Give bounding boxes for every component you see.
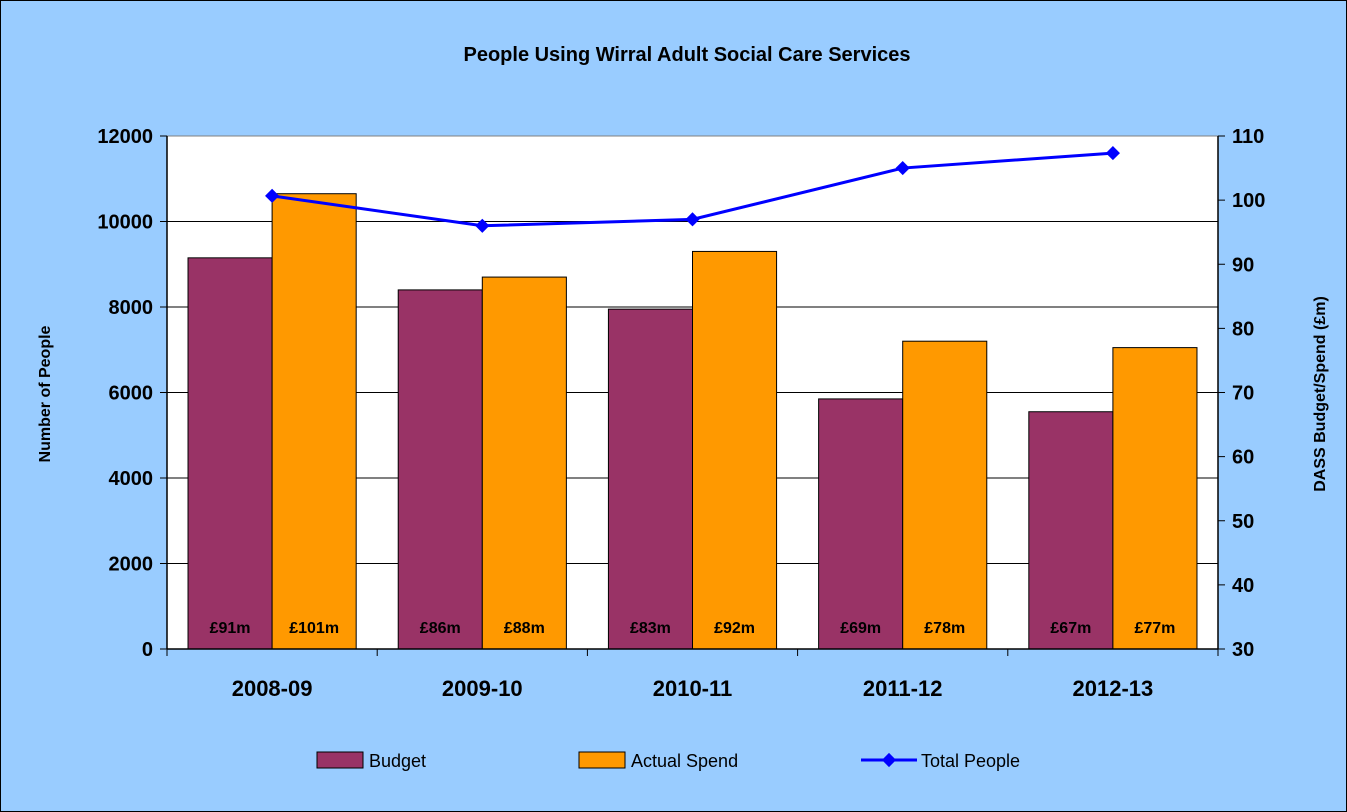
y-left-tick-label: 6000 bbox=[109, 383, 154, 405]
bar-budget bbox=[818, 398, 904, 650]
bar-data-label: £69m bbox=[840, 620, 881, 637]
bar-data-label: £86m bbox=[420, 620, 461, 637]
legend-marker bbox=[881, 752, 897, 768]
y-left-tick-label: 0 bbox=[142, 639, 153, 661]
y-right-tick-label: 80 bbox=[1232, 318, 1254, 340]
legend-label: Budget bbox=[369, 751, 426, 771]
y-right-tick-label: 110 bbox=[1232, 126, 1264, 148]
chart-title: People Using Wirral Adult Social Care Se… bbox=[463, 44, 910, 66]
legend-label: Total People bbox=[921, 751, 1020, 771]
x-tick-label: 2010-11 bbox=[653, 676, 733, 701]
legend-swatch bbox=[316, 751, 364, 769]
line-point bbox=[685, 212, 700, 227]
bar-actual-spend bbox=[1112, 347, 1198, 650]
y-left-tick-label: 12000 bbox=[97, 126, 153, 148]
bars: £91m £86m £83m £69m £67m £101m £88m £92m £78m £77… bbox=[187, 193, 1198, 650]
y-left-tick-label: 8000 bbox=[109, 297, 154, 319]
bar-data-label: £101m bbox=[289, 620, 339, 637]
x-tick-label: 2008-09 bbox=[232, 676, 313, 701]
x-tick-label: 2012-13 bbox=[1073, 676, 1154, 701]
bar-data-label: £83m bbox=[630, 620, 671, 637]
legend-label: Actual Spend bbox=[631, 751, 738, 771]
bar-budget bbox=[607, 308, 693, 650]
y-axis-label-left: Number of People bbox=[37, 325, 54, 462]
bar-data-label: £77m bbox=[1134, 620, 1175, 637]
line-series bbox=[265, 146, 1120, 233]
y-left-tick-label: 10000 bbox=[97, 212, 153, 234]
y-left-tick-label: 2000 bbox=[109, 554, 154, 576]
bar-budget bbox=[1028, 411, 1114, 650]
y-right-tick-label: 50 bbox=[1232, 511, 1254, 533]
y-right-tick-label: 30 bbox=[1232, 639, 1254, 661]
bar-actual-spend bbox=[692, 250, 778, 650]
bar-data-label: £78m bbox=[924, 620, 965, 637]
line-point bbox=[1105, 146, 1120, 161]
bar-budget bbox=[397, 289, 483, 650]
bar-actual-spend bbox=[271, 193, 357, 650]
bar-actual-spend bbox=[902, 340, 988, 650]
axes: 0 2000 4000 6000 8000 10000 12000 30 40 50 60 70 80 9… bbox=[97, 126, 1265, 701]
bar-data-label: £88m bbox=[504, 620, 545, 637]
y-left-tick-label: 4000 bbox=[109, 468, 154, 490]
x-tick-label: 2011-12 bbox=[863, 676, 943, 701]
bar-data-label: £92m bbox=[714, 620, 755, 637]
line-point bbox=[895, 160, 910, 176]
bar-data-label: £91m bbox=[210, 620, 251, 637]
line-point bbox=[475, 218, 490, 233]
y-axis-label-right: DASS Budget/Spend (£m) bbox=[1312, 296, 1329, 492]
bar-data-label: £67m bbox=[1050, 620, 1091, 637]
bar-actual-spend bbox=[481, 276, 567, 650]
line-point bbox=[265, 188, 280, 203]
y-right-tick-label: 60 bbox=[1232, 447, 1254, 469]
legend: Budget Actual Spend Total People bbox=[316, 751, 1020, 771]
y-right-tick-label: 40 bbox=[1232, 575, 1254, 597]
x-tick-label: 2009-10 bbox=[442, 676, 523, 701]
y-right-tick-label: 70 bbox=[1232, 383, 1254, 405]
legend-swatch bbox=[578, 751, 626, 769]
bar-budget bbox=[187, 257, 273, 650]
y-right-tick-label: 100 bbox=[1232, 190, 1265, 212]
y-right-tick-label: 90 bbox=[1232, 254, 1254, 276]
